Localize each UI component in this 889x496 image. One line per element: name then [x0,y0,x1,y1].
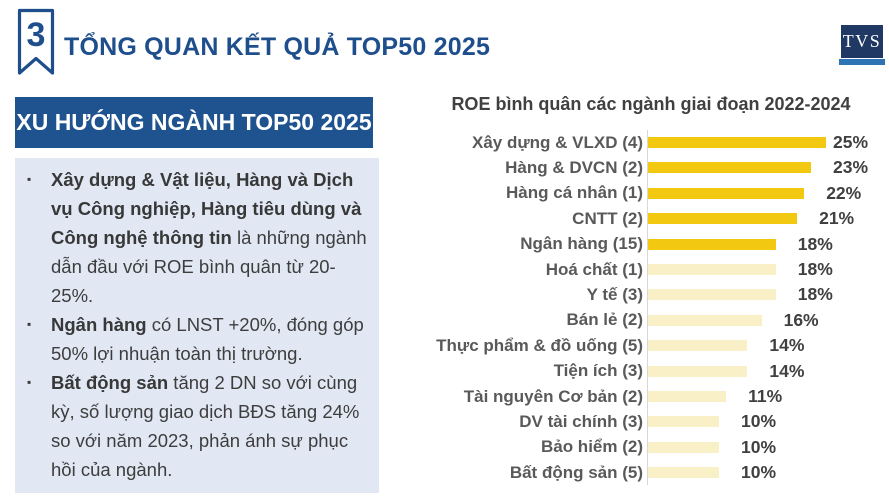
roe-bar-chart: Xây dựng & VLXD (4) 25% Hàng & DVCN (2) 23%… [420,130,882,486]
bar [648,467,719,479]
bar-area: 25% [647,130,882,156]
bar-area: 10% [647,409,882,435]
bar-area: 18% [647,256,882,283]
chart-row: Tài nguyên Cơ bản (2) 11% [420,383,882,410]
bar-area: 14% [647,333,882,359]
bullet-rest-text: có LNST +20%, đóng góp 50% lợi nhuận toà… [51,314,364,364]
chart-row: Hàng & DVCN (2) 23% [420,155,882,181]
chart-row: Y tế (3) 18% [420,282,882,308]
chart-row: Hàng cá nhân (1) 22% [420,180,882,207]
value-label: 18% [797,284,833,305]
bar [648,213,798,225]
category-label: Y tế (3) [586,285,643,305]
category-label: Hàng & DVCN (2) [505,158,643,178]
value-label: 10% [741,411,777,432]
bookmark-icon [17,8,55,75]
category-label: Xây dựng & VLXD (4) [472,132,643,152]
value-label: 23% [833,157,869,178]
chart-row: Ngân hàng (15) 18% [420,231,882,257]
bar [648,238,776,250]
tvs-logo: TVS [839,25,885,65]
value-label: 14% [769,335,805,356]
panel-title: XU HƯỚNG NGÀNH TOP50 2025 [15,97,373,148]
bullet-marker-icon: ▪ [27,375,32,389]
bullet-marker-icon: ▪ [27,317,32,331]
bar [648,137,826,148]
value-label: 16% [783,309,819,330]
chart-row: Bất động sản (5) 10% [420,460,882,486]
chart-row: Hoá chất (1) 18% [420,256,882,283]
bar [648,263,776,275]
bar-area: 22% [647,180,882,207]
chart-row: Bảo hiểm (2) 10% [420,434,882,461]
bar [648,340,748,352]
bullet-item: ▪ Ngân hàng có LNST +20%, đóng góp 50% lợ… [21,310,371,368]
bullet-item: ▪ Xây dựng & Vật liệu, Hàng và Dịch vụ Cô… [21,165,371,310]
bar-area: 23% [647,155,882,181]
bullet-item: ▪ Bất động sản tăng 2 DN so với cùng kỳ, … [21,368,371,484]
bullet-bold-text: Ngân hàng [51,314,147,335]
category-label: Bảo hiểm (2) [540,437,643,457]
value-label: 10% [741,436,777,457]
value-label: 11% [748,385,783,406]
category-label: DV tài chính (3) [519,411,643,431]
value-label: 18% [797,233,833,254]
bar-area: 21% [647,206,882,232]
category-label: Tài nguyên Cơ bản (2) [463,386,643,406]
category-label: Tiện ích (3) [553,361,643,381]
chart-row: Xây dựng & VLXD (4) 25% [420,130,882,156]
chart-row: CNTT (2) 21% [420,206,882,232]
category-label: Bán lẻ (2) [566,310,643,330]
category-label: Hoá chất (1) [545,259,643,279]
page-title: TỔNG QUAN KẾT QUẢ TOP50 2025 [64,33,491,61]
chart-row: Bán lẻ (2) 16% [420,307,882,334]
category-label: Hàng cá nhân (1) [506,183,643,203]
bar-area: 18% [647,231,882,257]
bar [648,416,719,428]
bar [648,162,812,174]
bar [648,441,719,453]
bullet-bold-text: Bất động sản [51,372,169,393]
chart-row: Tiện ích (3) 14% [420,358,882,384]
category-label: Bất động sản (5) [509,462,643,482]
bar [648,390,727,402]
bar [648,365,748,377]
section-number-bookmark: 3 [16,8,56,78]
section-number: 3 [26,16,46,54]
trend-panel: ▪ Xây dựng & Vật liệu, Hàng và Dịch vụ Cô… [15,158,379,493]
bullet-marker-icon: ▪ [27,172,32,186]
tvs-logo-strip [839,59,885,65]
chart-row: Thực phẩm & đồ uống (5) 14% [420,333,882,359]
value-label: 14% [769,360,805,381]
bullet-list: ▪ Xây dựng & Vật liệu, Hàng và Dịch vụ Cô… [21,165,371,484]
bar [648,289,776,301]
bar [648,314,762,326]
bullet-rest-text: là những ngành dẫn đầu với ROE bình quân… [51,227,367,306]
bar-area: 14% [647,358,882,384]
chart-title: ROE bình quân các ngành giai đoạn 2022-2… [451,94,851,114]
category-label: CNTT (2) [572,208,643,228]
category-label: Thực phẩm & đồ uống (5) [436,335,643,355]
value-label: 21% [819,208,855,229]
bar [648,187,805,199]
value-label: 22% [826,182,862,203]
chart-row: DV tài chính (3) 10% [420,409,882,435]
bullet-rest-text: tăng 2 DN so với cùng kỳ, số lượng giao … [51,372,360,480]
bar-area: 18% [647,282,882,308]
bar-area: 11% [647,383,882,410]
bar-area: 16% [647,307,882,334]
value-label: 10% [741,462,777,483]
category-label: Ngân hàng (15) [520,234,643,254]
bullet-bold-text: Xây dựng & Vật liệu, Hàng và Dịch vụ Côn… [51,169,362,248]
bar-area: 10% [647,434,882,461]
chart-rows: Xây dựng & VLXD (4) 25% Hàng & DVCN (2) 23%… [420,130,882,486]
tvs-logo-text: TVS [841,25,883,58]
value-label: 25% [833,132,869,152]
bar-area: 10% [647,460,882,486]
value-label: 18% [797,258,833,279]
